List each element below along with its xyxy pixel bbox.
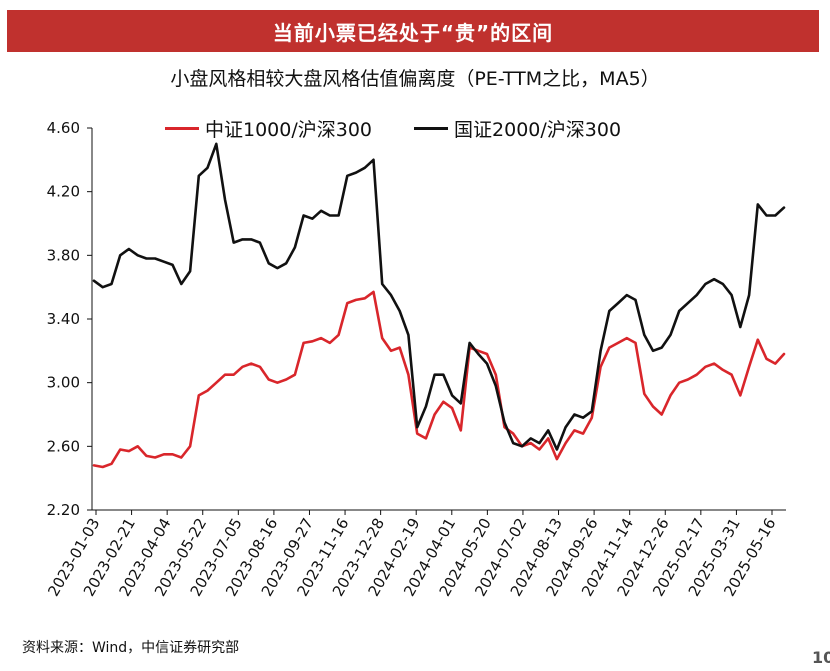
series-line-1 bbox=[92, 142, 786, 451]
y-tick-label: 2.60 bbox=[47, 437, 80, 455]
legend-label-gz2000: 国证2000/沪深300 bbox=[454, 119, 622, 141]
y-tick-label: 4.20 bbox=[47, 183, 80, 201]
series-lines bbox=[92, 142, 786, 469]
x-tick-labels: 2023-01-032023-02-212023-04-042023-05-22… bbox=[44, 510, 779, 600]
banner-title: 当前小票已经处于“贵”的区间 bbox=[7, 10, 819, 52]
y-tick-label: 3.00 bbox=[47, 374, 80, 392]
y-tick-labels: 4.60 4.20 3.80 3.40 3.00 2.60 2.20 bbox=[47, 119, 92, 519]
source-note: 资料来源：Wind，中信证券研究部 bbox=[22, 640, 240, 656]
y-tick-label: 2.20 bbox=[47, 501, 80, 519]
legend-label-zz1000: 中证1000/沪深300 bbox=[205, 119, 373, 141]
axes bbox=[91, 128, 786, 511]
y-tick-label: 4.60 bbox=[47, 119, 80, 137]
series-line-0 bbox=[92, 290, 786, 469]
legend-swatch-black bbox=[414, 127, 449, 130]
y-tick-label: 3.40 bbox=[47, 310, 80, 328]
legend: 中证1000/沪深300 国证2000/沪深300 bbox=[165, 115, 663, 142]
legend-swatch-red bbox=[165, 127, 199, 130]
chart-title: 小盘风格相较大盘风格估值偏离度（PE-TTM之比，MA5） bbox=[170, 68, 660, 90]
legend-item-gz2000: 国证2000/沪深300 bbox=[414, 115, 621, 142]
page-number: 10 bbox=[812, 648, 830, 667]
y-tick-label: 3.80 bbox=[47, 246, 80, 264]
legend-item-zz1000: 中证1000/沪深300 bbox=[165, 115, 372, 142]
